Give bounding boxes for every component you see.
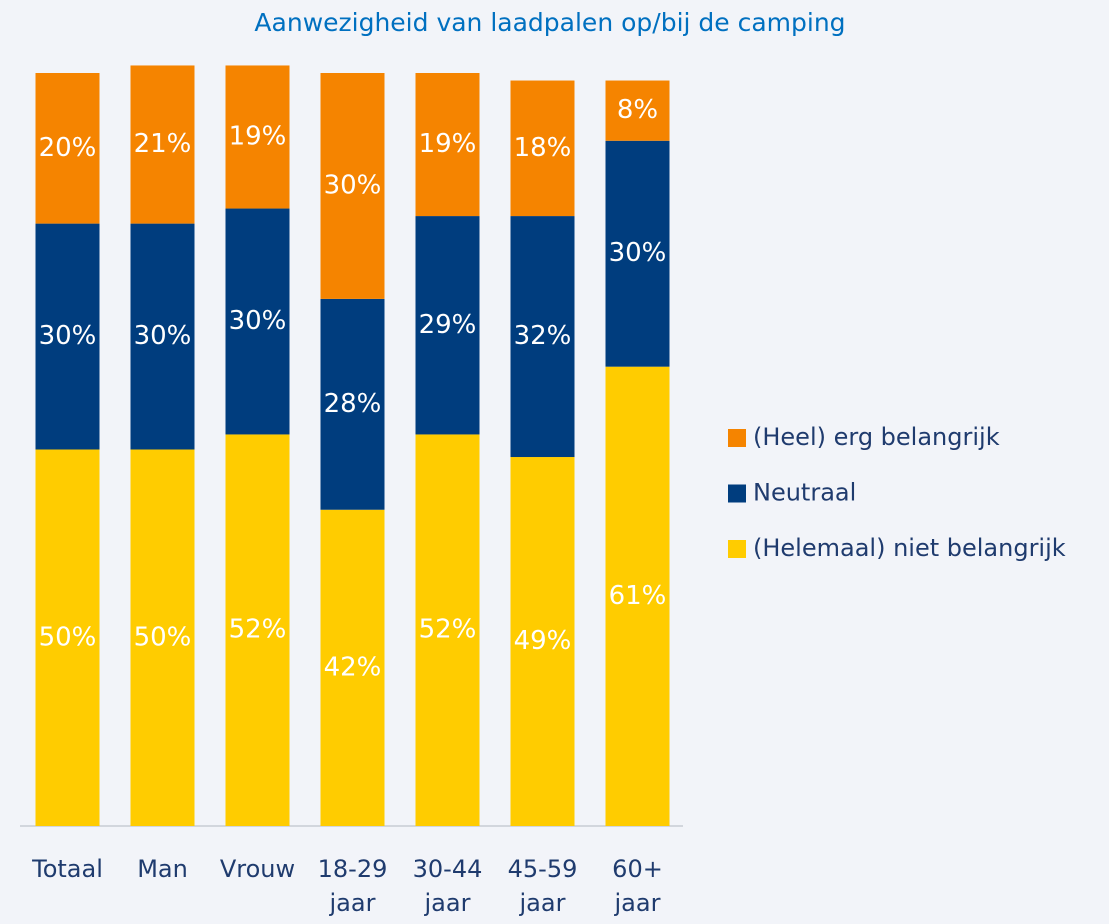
bar-segment [130, 223, 195, 450]
legend-swatch [728, 429, 746, 447]
bar-segment [225, 208, 290, 435]
bar-segment [415, 434, 480, 826]
data-label: 42% [324, 652, 382, 682]
legend-label: (Heel) erg belangrijk [753, 423, 1000, 451]
bar-segment [130, 449, 195, 826]
bar-segment [225, 434, 290, 826]
data-label: 30% [39, 321, 97, 351]
x-tick-label: 45-59 jaar [507, 855, 578, 917]
data-label: 29% [419, 310, 477, 340]
data-label: 50% [39, 622, 97, 652]
data-label: 52% [229, 615, 287, 645]
bar-segment [415, 216, 480, 435]
data-label: 19% [229, 122, 287, 152]
x-tick-label: Totaal [32, 855, 103, 883]
bar-segment [320, 509, 385, 826]
legend-swatch [728, 484, 746, 503]
data-label: 30% [134, 321, 192, 351]
legend-swatch [728, 540, 746, 558]
x-tick-label: Man [137, 855, 188, 883]
bar-segment [35, 223, 100, 450]
bar-segment [35, 73, 100, 224]
bar-segment [225, 65, 290, 209]
data-label: 8% [617, 95, 658, 125]
data-label: 32% [514, 321, 572, 351]
data-label: 18% [514, 133, 572, 163]
legend-label: (Helemaal) niet belangrijk [753, 534, 1066, 562]
data-label: 19% [419, 129, 477, 159]
data-label: 50% [134, 622, 192, 652]
bar-segment [605, 140, 670, 367]
data-label: 49% [514, 626, 572, 656]
x-tick-label: 60+ jaar [612, 855, 663, 917]
bar-segment [35, 449, 100, 826]
x-tick-label: 18-29 jaar [317, 855, 388, 917]
chart-title: Aanwezigheid van laadpalen op/bij de cam… [254, 8, 845, 37]
legend-label: Neutraal [753, 479, 856, 507]
bar-segment [605, 80, 670, 141]
data-label: 61% [609, 581, 667, 611]
bar-segment [130, 65, 195, 224]
bar-segment [320, 73, 385, 299]
data-label: 20% [39, 133, 97, 163]
bar-segment [510, 216, 575, 458]
x-tick-label: 30-44 jaar [412, 855, 483, 917]
bar-segment [510, 457, 575, 826]
x-tick-label: Vrouw [219, 855, 296, 883]
data-label: 52% [419, 615, 477, 645]
bar-segment [605, 366, 670, 826]
data-label: 30% [324, 170, 382, 200]
data-label: 28% [324, 389, 382, 419]
bar-segment [320, 298, 385, 510]
bar-segment [415, 73, 480, 217]
data-label: 30% [609, 238, 667, 268]
data-label: 21% [134, 129, 192, 159]
bar-segment [510, 80, 575, 217]
data-label: 30% [229, 306, 287, 336]
